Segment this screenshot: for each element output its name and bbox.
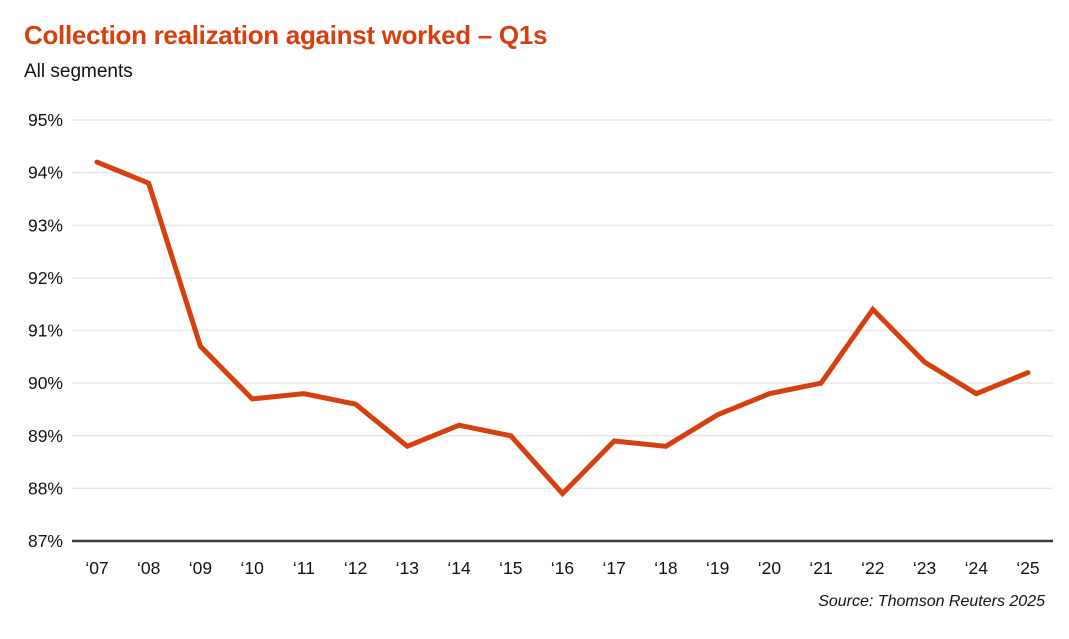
y-tick-label: 89%: [28, 426, 63, 446]
y-tick-label: 91%: [28, 321, 63, 341]
x-tick-label: ‘19: [706, 558, 729, 578]
x-tick-label: ‘17: [603, 558, 626, 578]
x-tick-label: ‘23: [913, 558, 936, 578]
x-tick-label: ‘11: [293, 558, 315, 578]
y-tick-label: 92%: [28, 268, 63, 288]
x-tick-label: ‘10: [240, 558, 264, 578]
x-tick-label: ‘07: [85, 558, 108, 578]
x-tick-label: ‘13: [396, 558, 419, 578]
y-tick-label: 88%: [28, 478, 63, 498]
y-tick-label: 87%: [28, 531, 63, 551]
y-tick-label: 94%: [28, 163, 63, 183]
x-tick-label: ‘14: [447, 558, 471, 578]
chart-subtitle: All segments: [24, 61, 133, 82]
x-tick-label: ‘09: [189, 558, 212, 578]
y-tick-label: 93%: [28, 215, 63, 235]
x-tick-label: ‘18: [654, 558, 677, 578]
y-tick-label: 95%: [28, 110, 63, 130]
x-tick-label: ‘12: [344, 558, 367, 578]
x-tick-label: ‘08: [137, 558, 160, 578]
data-line: [94, 159, 1031, 498]
x-tick-label: ‘24: [965, 558, 989, 578]
x-tick-label: ‘25: [1016, 558, 1039, 578]
source-attribution: Source: Thomson Reuters 2025: [818, 593, 1045, 610]
y-tick-label: 90%: [28, 373, 63, 393]
chart-title: Collection realization against worked – …: [24, 20, 548, 50]
x-tick-label: ‘15: [499, 558, 522, 578]
x-tick-label: ‘16: [551, 558, 574, 578]
x-tick-label: ‘22: [861, 558, 884, 578]
x-tick-label: ‘20: [758, 558, 782, 578]
x-tick-label: ‘21: [809, 558, 832, 578]
